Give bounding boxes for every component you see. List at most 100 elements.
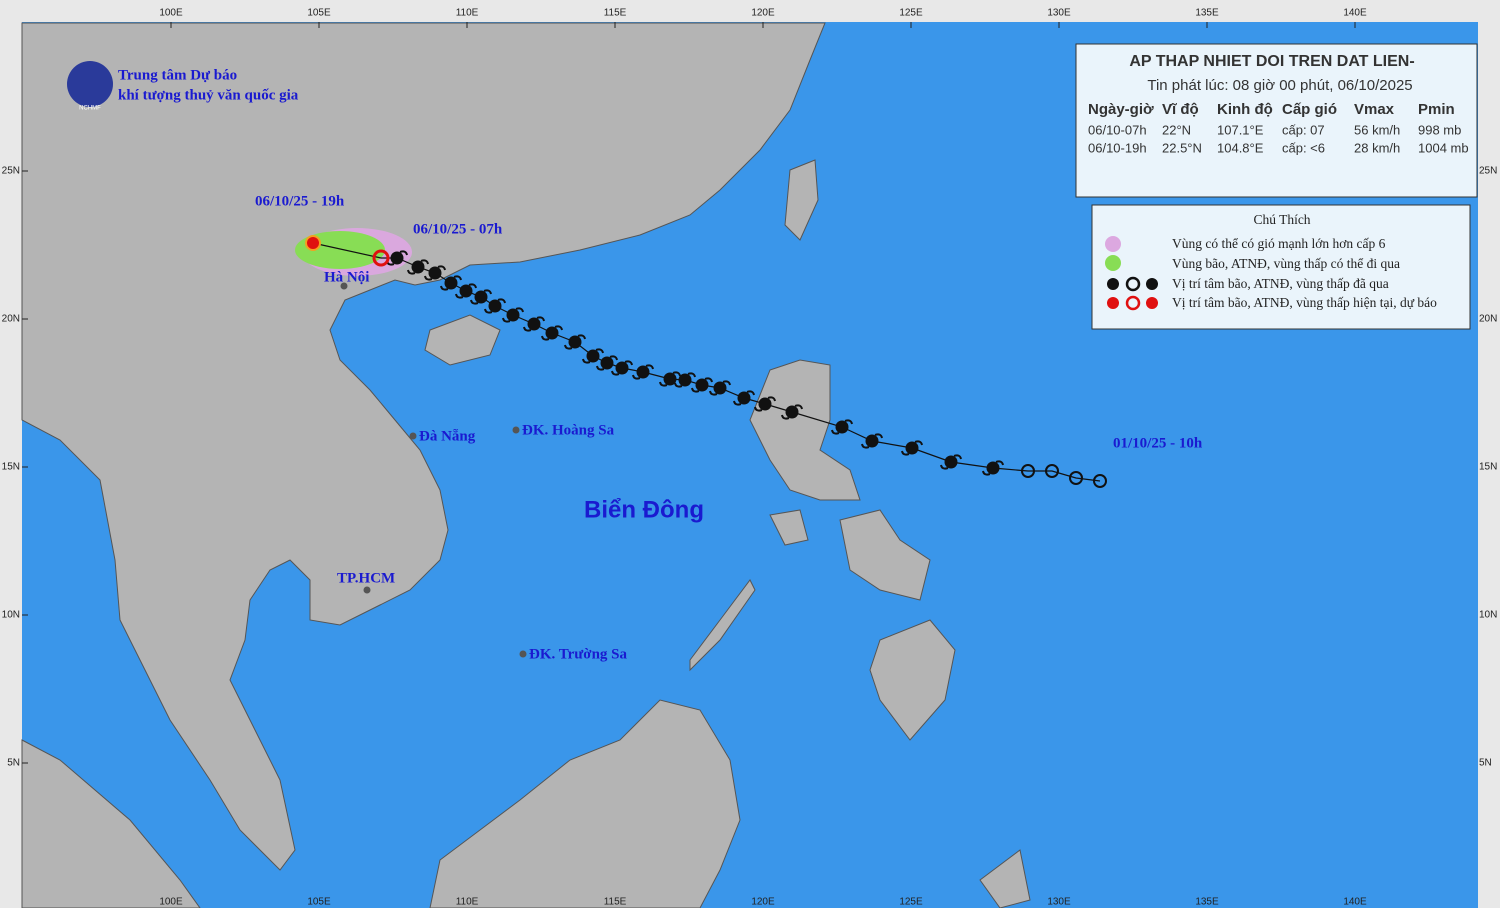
storm-tail	[523, 316, 545, 332]
storm-symbol	[678, 373, 692, 387]
lat-label: 5N	[7, 758, 20, 769]
lon-label: 135E	[1195, 897, 1219, 908]
storm-tail	[674, 372, 696, 388]
storm-tail	[407, 259, 429, 275]
table-cell: 998 mb	[1418, 122, 1461, 137]
mindanao	[869, 619, 956, 741]
current-time: 06/10/25 - 07h	[413, 221, 503, 237]
storm-tail	[691, 377, 713, 393]
mindoro	[769, 509, 809, 546]
forecast-time: 06/10/25 - 19h	[255, 193, 345, 209]
hainan	[424, 314, 501, 366]
island-label: ĐK. Hoàng Sa	[522, 422, 615, 438]
island-label: ĐK. Trường Sa	[529, 646, 628, 662]
city-dot	[340, 282, 348, 290]
visayas	[839, 509, 931, 601]
storm-tail	[470, 289, 492, 305]
storm-symbol	[785, 405, 799, 419]
city-dot	[363, 586, 371, 594]
cities	[340, 282, 527, 658]
new-guinea	[979, 849, 1031, 909]
depression-symbol	[1045, 464, 1059, 478]
legend-swatch	[1105, 236, 1121, 252]
logo: NCHMF Trung tâm Dự báo khí tượng thuỷ vă…	[67, 61, 299, 112]
legend-swatch	[1125, 295, 1141, 311]
table-header: Pmin	[1418, 101, 1455, 118]
land	[21, 22, 1031, 909]
storm-symbol	[390, 251, 404, 265]
storm-symbol	[411, 260, 425, 274]
lon-label: 125E	[899, 8, 923, 19]
logo-mark	[67, 61, 113, 107]
legend-item: Vùng bão, ATNĐ, vùng thấp có thể đi qua	[1172, 256, 1400, 271]
table-cell: 22°N	[1162, 122, 1191, 137]
table-cell: 28 km/h	[1354, 140, 1400, 155]
table-cell: 104.8°E	[1217, 140, 1264, 155]
lat-label: 20N	[2, 314, 20, 325]
borneo	[429, 699, 741, 909]
bulletin-issued: Tin phát lúc: 08 giờ 00 phút, 06/10/2025	[1147, 77, 1412, 94]
storm-symbol	[568, 335, 582, 349]
storm-tail	[733, 390, 755, 406]
table-cell: cấp: 07	[1282, 122, 1325, 137]
legend-swatch	[1105, 255, 1121, 271]
storm-tail	[541, 325, 563, 341]
lon-label: 105E	[307, 8, 331, 19]
storm-symbol	[986, 461, 1000, 475]
lat-label: 25N	[2, 166, 20, 177]
lon-label: 110E	[456, 8, 479, 19]
mainland	[21, 22, 826, 871]
storm-symbol	[488, 299, 502, 313]
table-cell: 107.1°E	[1217, 122, 1264, 137]
storm-tail	[455, 283, 477, 299]
storm-tail	[982, 460, 1004, 476]
lon-label: 140E	[1343, 8, 1367, 19]
storm-tail	[754, 396, 776, 412]
legend-swatch	[1107, 278, 1119, 290]
lon-label: 125E	[899, 897, 923, 908]
org-name: Trung tâm Dự báo	[118, 67, 237, 83]
lon-label: 120E	[751, 897, 775, 908]
storm-symbol	[737, 391, 751, 405]
depression-symbol	[1069, 471, 1083, 485]
city-label: TP.HCM	[337, 570, 395, 586]
storm-tail	[632, 364, 654, 380]
lon-label: 140E	[1343, 897, 1367, 908]
storm-symbol	[835, 420, 849, 434]
storm-symbol	[636, 365, 650, 379]
lon-label: 100E	[159, 897, 183, 908]
storm-tail	[440, 275, 462, 291]
storm-symbol	[713, 381, 727, 395]
forecast-position	[305, 235, 321, 251]
storm-tail	[502, 307, 524, 323]
legend-swatch	[1146, 278, 1158, 290]
lon-label: 120E	[751, 8, 775, 19]
storm-symbol	[905, 441, 919, 455]
table-header: Vmax	[1354, 101, 1395, 118]
legend-item: Vị trí tâm bão, ATNĐ, vùng thấp hiện tại…	[1172, 295, 1437, 310]
legend-swatch	[1107, 297, 1119, 309]
table-header: Ngày-giờ	[1088, 101, 1154, 118]
storm-symbol	[545, 326, 559, 340]
storm-tail	[709, 380, 731, 396]
start-time: 01/10/25 - 10h	[1113, 435, 1203, 451]
palawan	[689, 579, 756, 672]
legend-swatch	[1125, 276, 1141, 292]
legend-item: Vị trí tâm bão, ATNĐ, vùng thấp đã qua	[1172, 276, 1389, 291]
storm-symbol	[758, 397, 772, 411]
table-header: Cấp gió	[1282, 101, 1337, 118]
lon-label: 115E	[604, 8, 627, 19]
storm-tail	[940, 454, 962, 470]
lat-label: 10N	[2, 610, 20, 621]
lon-label: 105E	[307, 897, 331, 908]
lon-label: 100E	[159, 8, 183, 19]
city-dot	[512, 426, 520, 434]
lon-label: 110E	[456, 897, 479, 908]
table-cell: 56 km/h	[1354, 122, 1400, 137]
bulletin-title: AP THAP NHIET DOI TREN DAT LIEN-	[1129, 53, 1414, 70]
lon-label: 130E	[1047, 8, 1071, 19]
storm-tail	[861, 433, 883, 449]
table-header: Vĩ độ	[1162, 101, 1199, 118]
legend-swatch	[1146, 297, 1158, 309]
legend: Chú Thích Vùng có thể có gió mạnh lớn hơ…	[1091, 204, 1471, 330]
